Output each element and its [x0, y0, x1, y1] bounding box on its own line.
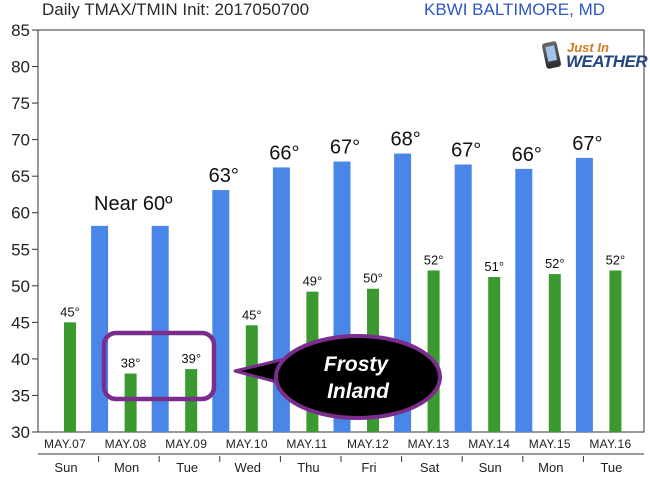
tmin-bar	[124, 373, 137, 432]
logo-text-bottom: WEATHER	[566, 52, 648, 71]
tmax-bar	[91, 225, 109, 432]
tmax-bar	[515, 168, 533, 432]
tmin-bar	[609, 270, 622, 432]
tmax-bar	[575, 157, 593, 432]
x-day-label: Sat	[420, 460, 440, 475]
x-date-label: MAY.14	[468, 437, 510, 451]
tmax-label: 66°	[269, 142, 299, 164]
tmin-label: 45°	[242, 307, 262, 322]
tmin-label: 52°	[424, 252, 444, 267]
brand-logo: Just In WEATHER	[541, 40, 648, 72]
x-day-label: Mon	[538, 460, 563, 475]
y-tick-label: 85	[11, 21, 30, 40]
y-tick-label: 60	[11, 204, 30, 223]
tmin-label: 49°	[303, 274, 323, 289]
x-day-label: Wed	[235, 460, 262, 475]
y-tick-label: 50	[11, 277, 30, 296]
tmin-label: 52°	[606, 252, 626, 267]
x-day-label: Sun	[479, 460, 502, 475]
y-tick-label: 80	[11, 58, 30, 77]
near-60-annotation: Near 60º	[94, 193, 173, 215]
tmin-label: 51°	[484, 259, 504, 274]
tmin-label: 39°	[181, 351, 201, 366]
x-date-label: MAY.16	[589, 437, 631, 451]
station-name: KBWI BALTIMORE, MD	[424, 0, 606, 19]
tmax-bar	[151, 225, 169, 432]
x-date-label: MAY.07	[44, 437, 86, 451]
callout-text-line2: Inland	[327, 380, 390, 403]
x-day-label: Fri	[361, 460, 376, 475]
x-date-label: MAY.09	[165, 437, 207, 451]
y-tick-label: 75	[11, 94, 30, 113]
tmin-bar	[427, 270, 440, 432]
tmin-bar	[245, 325, 258, 432]
x-date-label: MAY.13	[408, 437, 450, 451]
y-tick-label: 55	[11, 240, 30, 259]
x-date-label: MAY.15	[529, 437, 571, 451]
x-day-label: Mon	[114, 460, 139, 475]
x-day-label: Tue	[600, 460, 622, 475]
frost-highlight-box	[101, 330, 217, 402]
callout-text-line1: Frosty	[324, 353, 390, 376]
tmax-label: 67°	[451, 139, 481, 161]
tmin-label: 52°	[545, 256, 565, 271]
y-tick-label: 30	[11, 423, 30, 442]
tmin-bar	[548, 274, 561, 432]
tmin-bar	[488, 277, 501, 432]
chart-title: Daily TMAX/TMIN Init: 2017050700	[42, 0, 310, 19]
x-date-label: MAY.08	[105, 437, 147, 451]
x-date-label: MAY.10	[226, 437, 268, 451]
logo-text-top: Just In	[567, 40, 609, 55]
x-day-label: Thu	[297, 460, 319, 475]
tmax-label: 63°	[209, 165, 239, 187]
tmax-label: 66°	[512, 144, 542, 166]
tmax-bar	[454, 164, 472, 432]
tmax-label: 67°	[572, 133, 602, 155]
x-date-label: MAY.12	[347, 437, 389, 451]
phone-icon	[541, 40, 562, 70]
y-tick-label: 35	[11, 386, 30, 405]
tmax-label: 68°	[390, 129, 420, 151]
tmin-label: 50°	[363, 271, 383, 286]
x-date-label: MAY.11	[286, 437, 327, 451]
tmin-bar	[64, 322, 76, 432]
tmax-label: 67°	[330, 137, 360, 159]
tmin-label: 45°	[60, 304, 80, 319]
y-tick-label: 40	[11, 350, 30, 369]
y-tick-label: 45	[11, 313, 30, 332]
y-tick-label: 65	[11, 167, 30, 186]
y-tick-label: 70	[11, 131, 30, 150]
x-day-label: Sun	[54, 460, 77, 475]
tmax-bar	[212, 190, 230, 432]
callout-bubble	[274, 334, 442, 420]
x-day-label: Tue	[176, 460, 198, 475]
tmin-label: 38°	[121, 356, 141, 371]
